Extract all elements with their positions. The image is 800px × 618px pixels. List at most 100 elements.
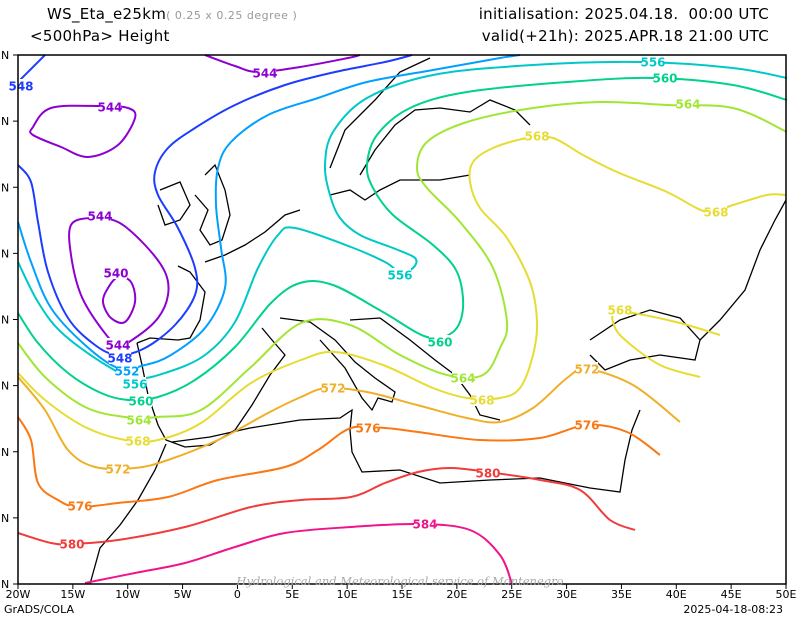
footer-timestamp: 2025-04-18-08:23	[683, 603, 783, 616]
y-tick-label: N	[1, 314, 9, 327]
contour-label-bg	[105, 266, 127, 279]
contour-label-bg	[322, 381, 344, 394]
contour-label-568: 568	[469, 394, 494, 408]
contour-544	[204, 54, 361, 74]
contour-label-bg	[705, 205, 727, 218]
contour-label-bg	[526, 129, 548, 142]
contour-label-bg	[107, 462, 129, 475]
contour-label-580: 580	[475, 467, 500, 481]
coastlines	[89, 57, 787, 585]
coastline	[699, 199, 787, 341]
contour-label-544: 544	[97, 101, 122, 115]
contour-568	[611, 310, 721, 378]
contour-label-bg	[576, 362, 598, 375]
contour-label-bg	[109, 351, 131, 364]
x-tick-label: 10E	[337, 588, 358, 601]
x-tick-label: 15W	[60, 588, 85, 601]
contour-label-568: 568	[524, 130, 549, 144]
contour-label-548: 548	[8, 80, 33, 94]
coastline	[194, 163, 231, 246]
contour-552	[17, 54, 521, 371]
contour-label-568: 568	[703, 206, 728, 220]
contour-label-556: 556	[640, 56, 665, 70]
coastline	[329, 174, 471, 201]
contour-label-bg	[414, 517, 436, 530]
contour-label-bg	[99, 100, 121, 113]
contour-label-576: 576	[67, 500, 92, 514]
x-tick-label: 15E	[392, 588, 413, 601]
contour-label-bg	[124, 377, 146, 390]
x-tick-label: 20W	[6, 588, 31, 601]
contour-label-bg	[127, 434, 149, 447]
contour-label-572: 572	[105, 463, 130, 477]
x-tick-label: 50E	[776, 588, 797, 601]
model-name: WS_Eta_e25km	[47, 5, 167, 23]
contour-568	[17, 135, 787, 443]
contour-label-bg	[389, 268, 411, 281]
contour-label-bg	[89, 209, 111, 222]
contour-label-bg	[61, 537, 83, 550]
x-tick-label: 0	[234, 588, 241, 601]
contour-label-564: 564	[675, 98, 700, 112]
coastline	[349, 317, 501, 421]
contour-label-bg	[471, 393, 493, 406]
x-tick-label: 5W	[174, 588, 192, 601]
footer-software: GrADS/COLA	[4, 603, 74, 616]
contour-label-bg	[452, 371, 474, 384]
contour-label-bg	[429, 335, 451, 348]
contour-548	[17, 54, 413, 357]
contour-576	[17, 416, 661, 509]
watermark: Hydrological and Meteorological service …	[235, 574, 563, 588]
contour-label-bg	[107, 338, 129, 351]
contour-label-548: 548	[107, 352, 132, 366]
contour-label-bg	[128, 413, 150, 426]
contour-label-556: 556	[122, 378, 147, 392]
contour-label-544: 544	[105, 339, 130, 353]
model-title: WS_Eta_e25km( 0.25 x 0.25 degree )	[47, 5, 297, 23]
x-tick-label: 45E	[721, 588, 742, 601]
y-tick-label: N	[1, 578, 9, 591]
contour-label-556: 556	[387, 269, 412, 283]
contour-label-bg	[116, 364, 138, 377]
contour-556	[17, 60, 788, 380]
contour-label-bg	[677, 97, 699, 110]
y-tick-label: N	[1, 380, 9, 393]
y-tick-label: N	[1, 49, 9, 62]
contour-label-bg	[10, 79, 32, 92]
contour-label-bg	[609, 303, 631, 316]
contour-label-bg	[576, 418, 598, 431]
x-tick-label: 35E	[611, 588, 632, 601]
x-tick-label: 40E	[666, 588, 687, 601]
contour-label-572: 572	[574, 363, 599, 377]
map-frame	[17, 54, 787, 585]
contour-label-560: 560	[427, 336, 452, 350]
contour-label-568: 568	[607, 304, 632, 318]
coastline	[136, 265, 206, 344]
contour-labels: 5405445445445445485485525565565565605605…	[8, 55, 729, 552]
x-tick-label: 25E	[501, 588, 522, 601]
coastline	[329, 57, 431, 169]
contour-548	[17, 54, 46, 83]
contour-label-540: 540	[103, 267, 128, 281]
coastline	[136, 327, 286, 448]
contour-label-552: 552	[114, 365, 139, 379]
contour-label-bg	[654, 71, 676, 84]
resolution-label: ( 0.25 x 0.25 degree )	[166, 9, 298, 22]
coastline	[89, 443, 167, 585]
y-tick-label: N	[1, 512, 9, 525]
coastline	[359, 99, 531, 176]
contour-580	[17, 466, 636, 546]
y-tick-label: N	[1, 446, 9, 459]
contour-lines	[17, 54, 788, 585]
contour-540	[101, 275, 137, 324]
contour-label-bg	[477, 466, 499, 479]
contour-label-564: 564	[126, 414, 151, 428]
contour-544	[68, 216, 170, 347]
contour-label-bg	[642, 55, 664, 68]
x-tick-label: 30E	[556, 588, 577, 601]
y-tick-label: N	[1, 247, 9, 260]
coastline	[171, 408, 641, 493]
x-tick-label: 20E	[446, 588, 467, 601]
valid-time-label: valid(+21h): 2025.APR.18 21:00 UTC	[481, 27, 769, 45]
